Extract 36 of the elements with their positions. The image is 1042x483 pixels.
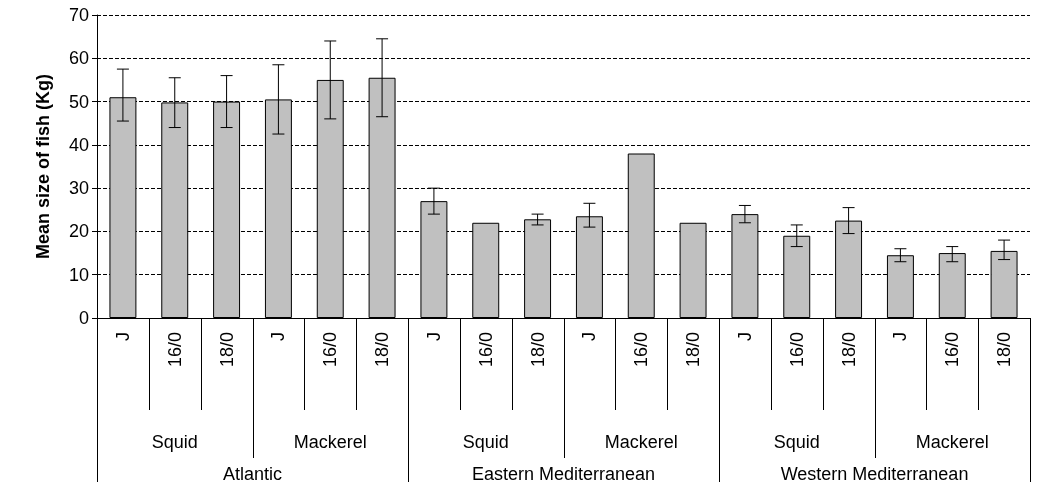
y-tick-label: 30 bbox=[68, 178, 89, 199]
x-tick-label: J bbox=[268, 332, 289, 341]
x-tick-label: 18/0 bbox=[994, 332, 1015, 368]
x-tick-label: J bbox=[423, 332, 444, 341]
x-tick-label: 16/0 bbox=[631, 332, 652, 368]
x-tick-label: 18/0 bbox=[372, 332, 393, 368]
x-tick-label: 18/0 bbox=[838, 332, 859, 368]
x-tick-label: 16/0 bbox=[475, 332, 496, 368]
text: Squid bbox=[462, 432, 509, 452]
x-tick-label: J bbox=[112, 332, 133, 341]
y-axis-title: Mean size of fish (Kg) bbox=[33, 73, 53, 260]
text: Mackerel bbox=[604, 432, 678, 452]
y-tick-label: 50 bbox=[68, 91, 89, 112]
text: Atlantic bbox=[222, 464, 283, 483]
y-tick-label: 70 bbox=[68, 5, 89, 25]
y-tick-label: 0 bbox=[78, 308, 89, 328]
x-tick-label: J bbox=[890, 332, 911, 341]
x-tick-label: 16/0 bbox=[320, 332, 341, 368]
x-tick-label: 16/0 bbox=[164, 332, 185, 368]
text: Mackerel bbox=[293, 432, 367, 452]
x-tick-label: 18/0 bbox=[216, 332, 237, 368]
x-tick-label: 16/0 bbox=[786, 332, 807, 368]
x-tick-label: 18/0 bbox=[527, 332, 548, 368]
text: Squid bbox=[773, 432, 820, 452]
y-tick-label: 60 bbox=[68, 48, 89, 69]
text: Mackerel bbox=[915, 432, 989, 452]
x-tick-label: J bbox=[579, 332, 600, 341]
x-tick-label: J bbox=[734, 332, 755, 341]
y-tick-label: 10 bbox=[68, 264, 89, 285]
x-tick-label: 18/0 bbox=[683, 332, 704, 368]
text: Western Mediterranean bbox=[780, 464, 969, 483]
y-tick-label: 20 bbox=[68, 221, 89, 242]
y-tick-label: 40 bbox=[68, 134, 89, 155]
text: Squid bbox=[151, 432, 198, 452]
text: Eastern Mediterranean bbox=[471, 464, 656, 483]
x-tick-label: 16/0 bbox=[942, 332, 963, 368]
